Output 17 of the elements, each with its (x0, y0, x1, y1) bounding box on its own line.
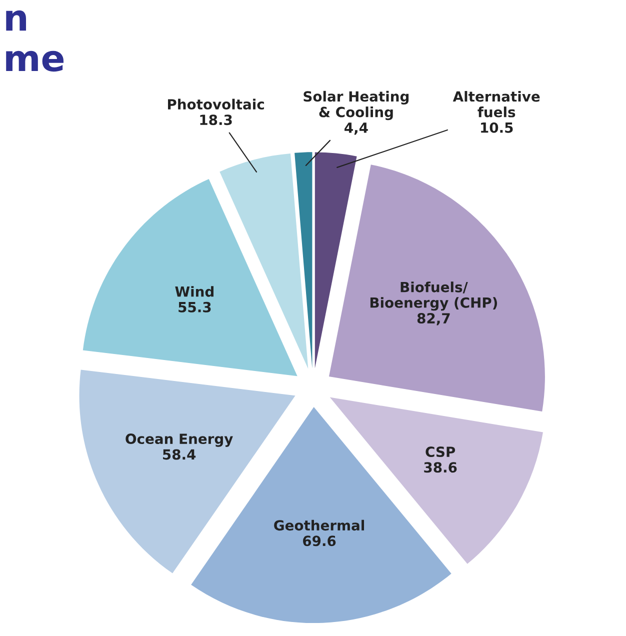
data-label: 10.5 (481, 122, 513, 133)
slice-label: Biofuels/ Bioenergy (CHP) (370, 282, 497, 311)
data-label: 69.6 (303, 536, 336, 546)
slice-label: Alternative fuels (452, 91, 540, 118)
data-label: 55.3 (178, 302, 211, 312)
data-label: 38.6 (424, 462, 457, 473)
slice-label: Solar Heating & Cooling (304, 90, 409, 120)
slice-label: Ocean Energy (126, 434, 233, 447)
slice-label: Wind (175, 286, 214, 297)
data-label: 4,4 (344, 122, 368, 135)
data-label: 82,7 (417, 313, 450, 326)
data-label: 58.4 (163, 449, 196, 460)
chart-title: n me (6, 10, 64, 72)
slice-label: CSP (426, 446, 456, 458)
slice-label: Geothermal (274, 520, 364, 531)
slice-label: Photovoltaic (168, 98, 264, 110)
data-label: 18.3 (200, 114, 232, 126)
